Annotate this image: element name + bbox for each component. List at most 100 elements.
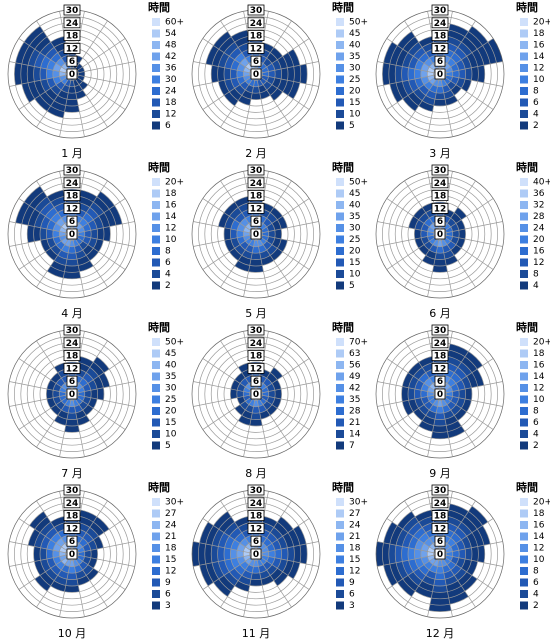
cell xyxy=(266,84,278,96)
cell xyxy=(84,230,92,238)
r-tick-label: 12 xyxy=(250,44,263,54)
ring xyxy=(249,67,263,81)
legend-swatch xyxy=(336,567,344,575)
spoke xyxy=(193,73,257,87)
spoke xyxy=(255,393,319,407)
cell xyxy=(78,356,94,368)
ring xyxy=(382,496,498,612)
cell xyxy=(237,76,246,85)
legend-swatch xyxy=(152,75,160,84)
month-label: 4 月 xyxy=(61,307,83,320)
spoke xyxy=(255,73,310,110)
spoke xyxy=(439,553,503,567)
legend-swatch xyxy=(336,338,344,346)
cell xyxy=(402,575,419,592)
cell xyxy=(421,543,430,552)
cell xyxy=(435,572,445,580)
cell xyxy=(427,395,435,402)
spoke xyxy=(71,233,135,247)
legend-label: 18 xyxy=(165,98,177,108)
cell xyxy=(191,541,200,567)
legend-swatch xyxy=(336,555,344,564)
cell xyxy=(270,568,283,581)
legend-swatch xyxy=(520,52,528,61)
cell xyxy=(442,404,451,413)
cell xyxy=(266,404,278,416)
cell xyxy=(287,529,300,547)
tick-box xyxy=(247,4,265,16)
legend-label: 40 xyxy=(165,361,177,371)
spoke xyxy=(255,358,310,395)
cell xyxy=(236,390,244,398)
spoke xyxy=(255,73,319,87)
month-label: 12 月 xyxy=(426,627,455,640)
spoke xyxy=(255,553,319,567)
cell xyxy=(46,549,54,559)
legend-label: 20+ xyxy=(533,18,550,28)
cell xyxy=(281,67,288,81)
spoke xyxy=(202,518,257,555)
cell xyxy=(413,47,426,60)
spoke xyxy=(255,500,292,555)
cell xyxy=(86,248,99,261)
legend-label: 70+ xyxy=(349,338,368,348)
cell xyxy=(243,226,251,233)
legend-label: 42 xyxy=(165,52,176,62)
ring xyxy=(236,374,276,414)
cell xyxy=(46,69,54,79)
ring xyxy=(14,496,130,612)
ring xyxy=(236,214,276,254)
cell xyxy=(82,383,91,392)
cell xyxy=(447,585,465,598)
cell xyxy=(422,255,436,266)
cell xyxy=(461,376,472,390)
cell xyxy=(418,244,430,256)
spoke xyxy=(386,553,441,590)
tick-box xyxy=(63,362,81,374)
cell xyxy=(408,362,423,377)
cell xyxy=(98,372,110,388)
spoke xyxy=(255,233,310,270)
r-tick-label: 18 xyxy=(434,32,447,42)
cell xyxy=(79,190,97,203)
cell xyxy=(54,95,68,106)
legend-swatch xyxy=(152,41,160,49)
cell xyxy=(86,568,99,581)
legend-label: 6 xyxy=(533,418,539,428)
cell xyxy=(454,47,467,60)
legend-swatch xyxy=(152,521,160,529)
r-tick-label: 0 xyxy=(69,550,75,560)
cell xyxy=(261,226,269,233)
tick-box xyxy=(431,324,449,336)
cell xyxy=(277,78,288,92)
cell xyxy=(433,259,447,266)
cell xyxy=(237,396,246,405)
legend-label: 12 xyxy=(533,384,544,394)
legend-swatch xyxy=(520,121,528,130)
cell xyxy=(450,212,462,224)
legend-label: 24 xyxy=(349,521,361,531)
spoke xyxy=(377,393,441,407)
spoke xyxy=(220,553,257,608)
cell xyxy=(274,229,282,239)
cell xyxy=(277,558,288,572)
spoke xyxy=(255,20,292,75)
spoke xyxy=(243,233,257,297)
legend-label: 40+ xyxy=(533,178,550,188)
cell xyxy=(466,532,478,548)
cell xyxy=(282,52,294,68)
cell xyxy=(64,265,80,273)
legend-label: 25 xyxy=(349,235,360,245)
legend-label: 35 xyxy=(165,372,176,382)
cell xyxy=(447,30,465,43)
cell xyxy=(435,252,445,260)
cell xyxy=(402,80,414,96)
spoke xyxy=(9,221,73,235)
ring xyxy=(26,508,118,600)
cell xyxy=(432,425,448,433)
r-tick-label: 24 xyxy=(434,19,447,29)
r-tick-label: 0 xyxy=(69,70,75,80)
cell xyxy=(93,356,110,373)
